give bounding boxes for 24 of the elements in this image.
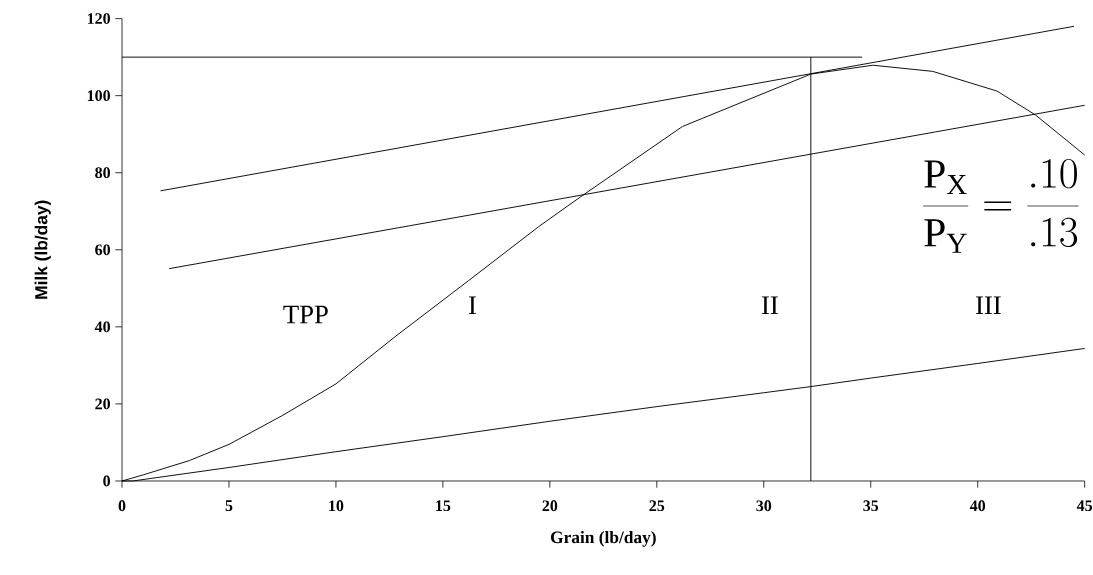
x-tick-label: 35 bbox=[863, 500, 879, 512]
y-axis-title: Milk (lb/day) bbox=[34, 200, 51, 299]
x-tick-label: 15 bbox=[436, 500, 451, 512]
y-tick-label: 80 bbox=[95, 167, 111, 179]
y-tick-label: 0 bbox=[103, 475, 111, 487]
annotation: I bbox=[468, 296, 476, 315]
x-tick-label: 45 bbox=[1076, 500, 1093, 512]
annotation: TPP bbox=[283, 305, 328, 324]
x-tick-label: 20 bbox=[542, 500, 558, 512]
annotation: III bbox=[976, 296, 1001, 315]
y-tick-label: 120 bbox=[87, 13, 111, 24]
x-tick-label: 40 bbox=[969, 500, 986, 512]
x-tick-label: 30 bbox=[756, 500, 772, 512]
y-tick-label: 20 bbox=[95, 398, 111, 410]
x-axis-title: Grain (lb/day) bbox=[550, 530, 656, 547]
y-tick-label: 60 bbox=[95, 244, 111, 256]
annotation: II bbox=[761, 296, 778, 315]
x-tick-label: 10 bbox=[329, 500, 344, 512]
annotation: $\frac{\mathrm{P}_{\mathrm{X}}}{\mathrm{P}_{\mathrm{Y}}} = \frac{.10}{.13}$ bbox=[923, 159, 1079, 253]
y-tick-label: 100 bbox=[87, 90, 111, 102]
x-tick-label: 5 bbox=[225, 500, 233, 511]
x-tick-label: 25 bbox=[649, 500, 665, 512]
x-tick-label: 0 bbox=[118, 500, 126, 512]
y-tick-label: 40 bbox=[94, 321, 111, 333]
